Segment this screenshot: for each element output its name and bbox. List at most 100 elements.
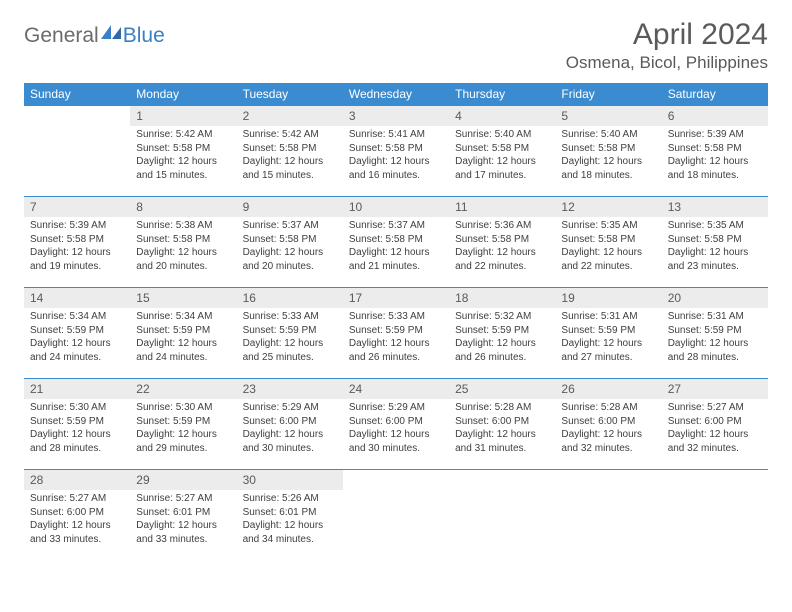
day-cell-19: Sunrise: 5:31 AMSunset: 5:59 PMDaylight:… — [555, 308, 661, 379]
calendar-body: 123456Sunrise: 5:42 AMSunset: 5:58 PMDay… — [24, 106, 768, 561]
empty-daynum — [662, 470, 768, 491]
brand-text-1: General — [24, 24, 99, 48]
day-cell-17: Sunrise: 5:33 AMSunset: 5:59 PMDaylight:… — [343, 308, 449, 379]
day-number-29: 29 — [130, 470, 236, 491]
day-cell-2: Sunrise: 5:42 AMSunset: 5:58 PMDaylight:… — [237, 126, 343, 197]
week-5-numbers: 282930 — [24, 470, 768, 491]
day-number-7: 7 — [24, 197, 130, 218]
day-number-19: 19 — [555, 288, 661, 309]
day-header-row: SundayMondayTuesdayWednesdayThursdayFrid… — [24, 83, 768, 106]
day-cell-7: Sunrise: 5:39 AMSunset: 5:58 PMDaylight:… — [24, 217, 130, 288]
day-header-friday: Friday — [555, 83, 661, 106]
day-number-5: 5 — [555, 106, 661, 127]
day-number-8: 8 — [130, 197, 236, 218]
calendar-table: SundayMondayTuesdayWednesdayThursdayFrid… — [24, 83, 768, 560]
empty-daynum — [449, 470, 555, 491]
week-3-content: Sunrise: 5:34 AMSunset: 5:59 PMDaylight:… — [24, 308, 768, 379]
day-number-11: 11 — [449, 197, 555, 218]
day-number-23: 23 — [237, 379, 343, 400]
calendar-page: General Blue April 2024 Osmena, Bicol, P… — [0, 0, 792, 612]
day-cell-20: Sunrise: 5:31 AMSunset: 5:59 PMDaylight:… — [662, 308, 768, 379]
day-number-12: 12 — [555, 197, 661, 218]
empty-daynum — [555, 470, 661, 491]
day-number-22: 22 — [130, 379, 236, 400]
day-header-saturday: Saturday — [662, 83, 768, 106]
day-cell-6: Sunrise: 5:39 AMSunset: 5:58 PMDaylight:… — [662, 126, 768, 197]
day-cell-21: Sunrise: 5:30 AMSunset: 5:59 PMDaylight:… — [24, 399, 130, 470]
week-3-numbers: 14151617181920 — [24, 288, 768, 309]
day-cell-9: Sunrise: 5:37 AMSunset: 5:58 PMDaylight:… — [237, 217, 343, 288]
day-number-24: 24 — [343, 379, 449, 400]
day-number-18: 18 — [449, 288, 555, 309]
empty-day — [24, 126, 130, 197]
day-number-2: 2 — [237, 106, 343, 127]
day-cell-30: Sunrise: 5:26 AMSunset: 6:01 PMDaylight:… — [237, 490, 343, 560]
day-cell-15: Sunrise: 5:34 AMSunset: 5:59 PMDaylight:… — [130, 308, 236, 379]
day-number-28: 28 — [24, 470, 130, 491]
day-number-26: 26 — [555, 379, 661, 400]
day-number-16: 16 — [237, 288, 343, 309]
week-1-numbers: 123456 — [24, 106, 768, 127]
day-number-13: 13 — [662, 197, 768, 218]
brand-sail-icon — [101, 25, 123, 39]
week-1-content: Sunrise: 5:42 AMSunset: 5:58 PMDaylight:… — [24, 126, 768, 197]
day-cell-10: Sunrise: 5:37 AMSunset: 5:58 PMDaylight:… — [343, 217, 449, 288]
day-cell-11: Sunrise: 5:36 AMSunset: 5:58 PMDaylight:… — [449, 217, 555, 288]
week-4-content: Sunrise: 5:30 AMSunset: 5:59 PMDaylight:… — [24, 399, 768, 470]
page-title: April 2024 — [566, 18, 768, 51]
week-2-content: Sunrise: 5:39 AMSunset: 5:58 PMDaylight:… — [24, 217, 768, 288]
day-cell-14: Sunrise: 5:34 AMSunset: 5:59 PMDaylight:… — [24, 308, 130, 379]
day-cell-1: Sunrise: 5:42 AMSunset: 5:58 PMDaylight:… — [130, 126, 236, 197]
day-cell-18: Sunrise: 5:32 AMSunset: 5:59 PMDaylight:… — [449, 308, 555, 379]
day-cell-4: Sunrise: 5:40 AMSunset: 5:58 PMDaylight:… — [449, 126, 555, 197]
brand-text-2: Blue — [123, 24, 165, 48]
day-cell-29: Sunrise: 5:27 AMSunset: 6:01 PMDaylight:… — [130, 490, 236, 560]
day-cell-22: Sunrise: 5:30 AMSunset: 5:59 PMDaylight:… — [130, 399, 236, 470]
day-cell-16: Sunrise: 5:33 AMSunset: 5:59 PMDaylight:… — [237, 308, 343, 379]
day-number-3: 3 — [343, 106, 449, 127]
day-number-21: 21 — [24, 379, 130, 400]
day-number-27: 27 — [662, 379, 768, 400]
day-number-9: 9 — [237, 197, 343, 218]
day-number-10: 10 — [343, 197, 449, 218]
day-number-17: 17 — [343, 288, 449, 309]
empty-daynum — [343, 470, 449, 491]
day-cell-13: Sunrise: 5:35 AMSunset: 5:58 PMDaylight:… — [662, 217, 768, 288]
brand-logo: General Blue — [24, 24, 165, 48]
empty-day — [343, 490, 449, 560]
calendar-head: SundayMondayTuesdayWednesdayThursdayFrid… — [24, 83, 768, 106]
day-number-6: 6 — [662, 106, 768, 127]
day-header-sunday: Sunday — [24, 83, 130, 106]
empty-daynum — [24, 106, 130, 127]
day-cell-24: Sunrise: 5:29 AMSunset: 6:00 PMDaylight:… — [343, 399, 449, 470]
day-cell-26: Sunrise: 5:28 AMSunset: 6:00 PMDaylight:… — [555, 399, 661, 470]
day-cell-23: Sunrise: 5:29 AMSunset: 6:00 PMDaylight:… — [237, 399, 343, 470]
day-cell-3: Sunrise: 5:41 AMSunset: 5:58 PMDaylight:… — [343, 126, 449, 197]
day-number-20: 20 — [662, 288, 768, 309]
day-header-thursday: Thursday — [449, 83, 555, 106]
day-cell-28: Sunrise: 5:27 AMSunset: 6:00 PMDaylight:… — [24, 490, 130, 560]
day-cell-27: Sunrise: 5:27 AMSunset: 6:00 PMDaylight:… — [662, 399, 768, 470]
day-cell-8: Sunrise: 5:38 AMSunset: 5:58 PMDaylight:… — [130, 217, 236, 288]
day-cell-25: Sunrise: 5:28 AMSunset: 6:00 PMDaylight:… — [449, 399, 555, 470]
day-header-tuesday: Tuesday — [237, 83, 343, 106]
day-number-15: 15 — [130, 288, 236, 309]
day-cell-5: Sunrise: 5:40 AMSunset: 5:58 PMDaylight:… — [555, 126, 661, 197]
day-header-monday: Monday — [130, 83, 236, 106]
title-block: April 2024 Osmena, Bicol, Philippines — [566, 18, 768, 73]
week-5-content: Sunrise: 5:27 AMSunset: 6:00 PMDaylight:… — [24, 490, 768, 560]
empty-day — [662, 490, 768, 560]
week-2-numbers: 78910111213 — [24, 197, 768, 218]
day-number-14: 14 — [24, 288, 130, 309]
week-4-numbers: 21222324252627 — [24, 379, 768, 400]
day-number-30: 30 — [237, 470, 343, 491]
day-header-wednesday: Wednesday — [343, 83, 449, 106]
day-cell-12: Sunrise: 5:35 AMSunset: 5:58 PMDaylight:… — [555, 217, 661, 288]
day-number-25: 25 — [449, 379, 555, 400]
location-subtitle: Osmena, Bicol, Philippines — [566, 53, 768, 73]
empty-day — [449, 490, 555, 560]
empty-day — [555, 490, 661, 560]
day-number-4: 4 — [449, 106, 555, 127]
page-header: General Blue April 2024 Osmena, Bicol, P… — [24, 18, 768, 73]
day-number-1: 1 — [130, 106, 236, 127]
